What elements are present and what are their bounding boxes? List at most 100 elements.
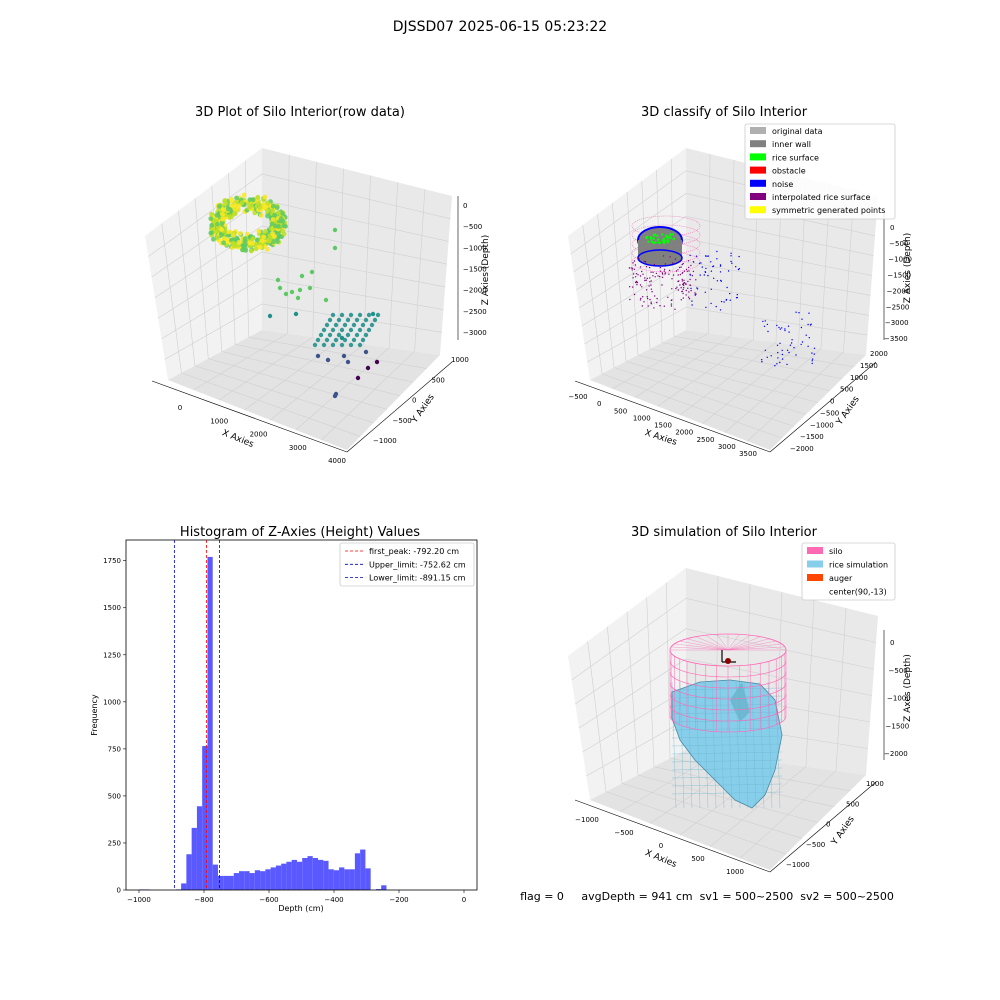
data-point (336, 317, 342, 323)
z-tick-label: −3500 (884, 335, 908, 343)
noise-point (731, 262, 733, 264)
interpolated-point (648, 285, 650, 287)
data-point (208, 216, 214, 222)
data-point (342, 322, 348, 328)
interpolated-point (646, 277, 649, 280)
legend-label: rice simulation (829, 561, 888, 570)
data-point (330, 327, 336, 333)
interpolated-point (680, 287, 682, 289)
noise-point (716, 258, 718, 260)
legend-label: symmetric generated points (772, 206, 885, 215)
legend-swatch (750, 206, 766, 214)
histogram-bar (275, 865, 282, 890)
x-tick-label: 1000 (210, 417, 228, 425)
noise-point (781, 353, 784, 356)
x-tick-label: −800 (194, 896, 213, 904)
y-axis-line (769, 781, 877, 873)
silo-top-spoke (727, 643, 782, 651)
noise-point (777, 357, 779, 359)
data-point (231, 211, 237, 217)
data-point (309, 269, 315, 275)
noise-point (781, 358, 784, 360)
noise-point (807, 345, 809, 347)
interpolated-point (629, 298, 631, 301)
histogram-bar (328, 869, 334, 890)
auger-marker (721, 650, 736, 664)
noise-point (704, 255, 707, 257)
y-tick-label: −1000 (810, 421, 834, 429)
rice-surface-point (666, 241, 670, 244)
data-point (270, 239, 276, 245)
x-tick-label: 0 (659, 842, 663, 850)
grid-line (178, 210, 196, 366)
rice-surface-point (656, 234, 659, 237)
interpolated-point (659, 266, 662, 269)
grid-line (388, 182, 399, 348)
interpolated-point (674, 308, 676, 310)
histogram-bar (244, 871, 250, 890)
noise-point (689, 274, 691, 276)
interpolated-point (682, 292, 684, 295)
grid-line (248, 336, 427, 369)
data-point (355, 375, 361, 381)
data-point (250, 236, 256, 242)
noise-point (813, 353, 815, 355)
z-tick-label: 0 (890, 639, 894, 647)
noise-point (723, 301, 725, 303)
data-point (231, 232, 237, 238)
noise-point (800, 326, 803, 329)
x-tick-label: 0 (597, 400, 601, 408)
data-point (263, 229, 268, 234)
histogram-frame (125, 539, 478, 891)
data-point (345, 332, 351, 338)
raw-plot-ticks: 0 1000 2000 3000 4000 1000 500 0 −500 −1000 0 −500 −… (178, 202, 487, 465)
surface-mesh-line (711, 681, 717, 809)
z-tick-label: −500 (889, 667, 908, 675)
legend-label: Lower_limit: -891.15 cm (369, 574, 466, 583)
data-point (318, 332, 324, 338)
noise-point (699, 274, 701, 276)
legend-label: original data (772, 127, 823, 136)
floor-pane (168, 330, 440, 450)
noise-point (811, 362, 813, 365)
interpolated-point (639, 284, 642, 286)
silo-top-spoke (716, 634, 729, 651)
surface-mesh-line (767, 681, 773, 809)
surface-mesh-line (727, 681, 733, 809)
data-point (374, 359, 380, 365)
interpolated-point (679, 284, 681, 286)
data-point (333, 337, 339, 343)
interpolated-point (644, 279, 646, 282)
data-point (253, 246, 259, 252)
data-point (363, 349, 369, 355)
interpolated-point (632, 267, 634, 269)
noise-point (710, 288, 712, 290)
interpolated-point (644, 261, 647, 263)
interpolated-point (683, 270, 685, 272)
x-tick-label: −1000 (127, 896, 151, 904)
data-point (239, 200, 245, 206)
histogram-bar (354, 853, 361, 890)
noise-point (788, 331, 790, 333)
x-tick-label: 2000 (675, 429, 693, 437)
data-point (274, 205, 280, 211)
histogram-bar (323, 860, 329, 890)
rice-surface-outline (671, 679, 783, 809)
legend-swatch (750, 127, 766, 134)
z-tick-label: −2000 (884, 750, 908, 758)
data-point (295, 295, 301, 301)
interpolated-point (663, 305, 665, 307)
noise-point (719, 264, 722, 266)
data-point (229, 198, 235, 204)
interpolated-point (677, 280, 679, 283)
data-point (360, 322, 366, 328)
interpolated-point (643, 260, 645, 263)
interpolated-point (650, 280, 652, 282)
histogram-legend: first_peak: -792.20 cm Upper_limit: -752.… (339, 542, 475, 587)
data-point (244, 231, 250, 237)
histogram-bar (265, 869, 271, 890)
grid-line (148, 173, 451, 257)
data-point (327, 332, 333, 338)
histogram-plot: Histogram of Z-Axies (Height) Values −10… (90, 525, 478, 913)
noise-point (774, 365, 776, 367)
